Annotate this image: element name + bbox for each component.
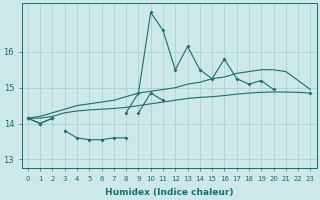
X-axis label: Humidex (Indice chaleur): Humidex (Indice chaleur) xyxy=(105,188,233,197)
